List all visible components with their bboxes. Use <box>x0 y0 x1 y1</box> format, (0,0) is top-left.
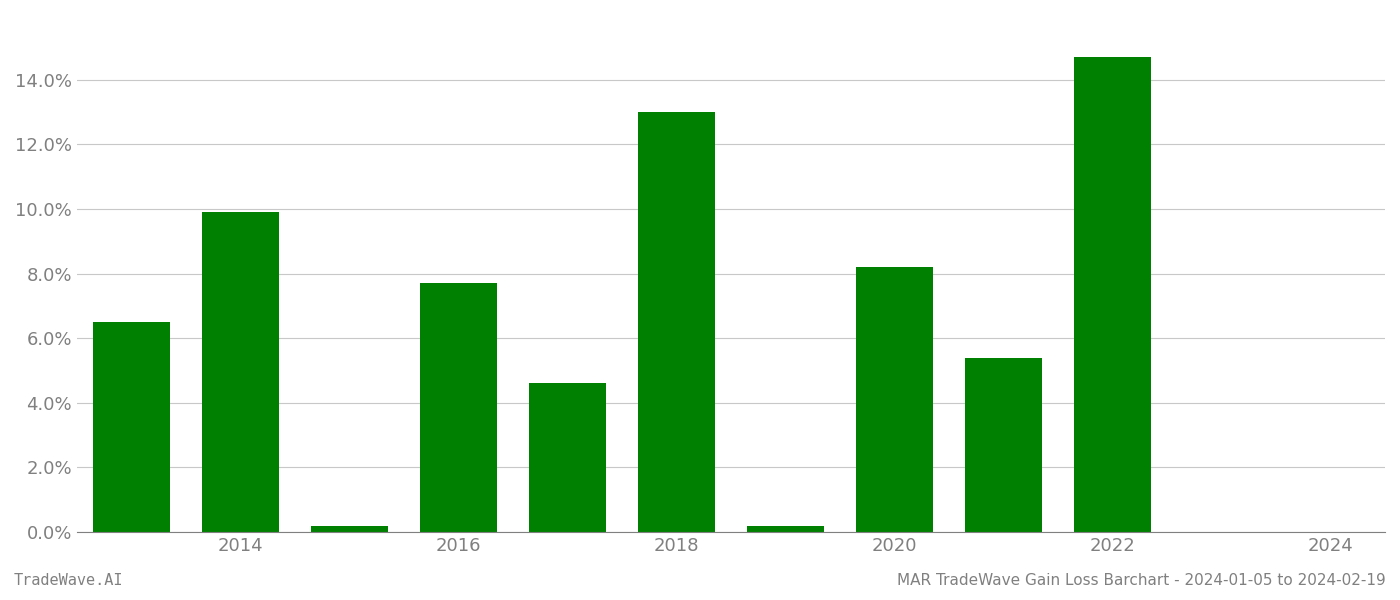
Bar <box>1074 57 1151 532</box>
Bar <box>638 112 714 532</box>
Text: MAR TradeWave Gain Loss Barchart - 2024-01-05 to 2024-02-19: MAR TradeWave Gain Loss Barchart - 2024-… <box>897 573 1386 588</box>
Bar <box>748 526 823 532</box>
Bar <box>420 283 497 532</box>
Bar <box>311 526 388 532</box>
Text: TradeWave.AI: TradeWave.AI <box>14 573 123 588</box>
Bar <box>857 267 932 532</box>
Bar <box>966 358 1042 532</box>
Bar <box>529 383 606 532</box>
Bar <box>202 212 279 532</box>
Bar <box>94 322 169 532</box>
